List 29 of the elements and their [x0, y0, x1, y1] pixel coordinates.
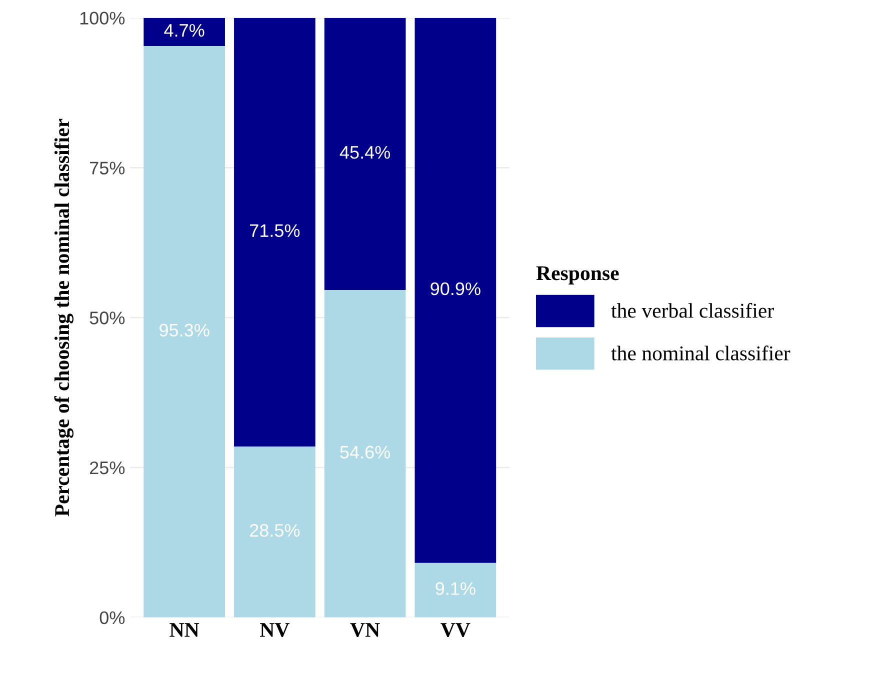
data-label: 95.3%: [160, 324, 210, 337]
legend-label: the nominal classifier: [611, 346, 790, 360]
x-tick-label: VN: [350, 623, 380, 638]
data-label: 28.5%: [250, 524, 300, 537]
y-tick-label: 75%: [90, 162, 125, 174]
y-tick-label: 100%: [80, 12, 125, 25]
legend-title: Response: [536, 266, 619, 284]
data-label: 45.4%: [340, 146, 390, 159]
y-axis-title: Percentage of choosing the nominal classifier: [54, 118, 74, 516]
legend-label: the verbal classifier: [611, 302, 774, 318]
y-tick-label: 25%: [90, 461, 125, 474]
bar: [324, 290, 406, 618]
bar: [414, 562, 496, 618]
bar: [144, 18, 225, 46]
data-label: 54.6%: [340, 446, 390, 459]
x-tick-label: NV: [260, 623, 290, 638]
bar: [144, 46, 225, 618]
y-tick-label: 0%: [100, 611, 125, 624]
bar: [234, 446, 316, 618]
x-tick-label: NN: [170, 623, 200, 637]
y-tick-label: 50%: [90, 312, 125, 324]
bar: [324, 18, 406, 290]
x-tick-label: VV: [440, 623, 470, 638]
bar: [234, 18, 316, 447]
data-label: 9.1%: [436, 582, 476, 595]
data-label: 71.5%: [250, 224, 300, 238]
data-label: 4.7%: [164, 24, 204, 37]
bar: [414, 18, 496, 563]
data-label: 90.9%: [430, 282, 480, 296]
